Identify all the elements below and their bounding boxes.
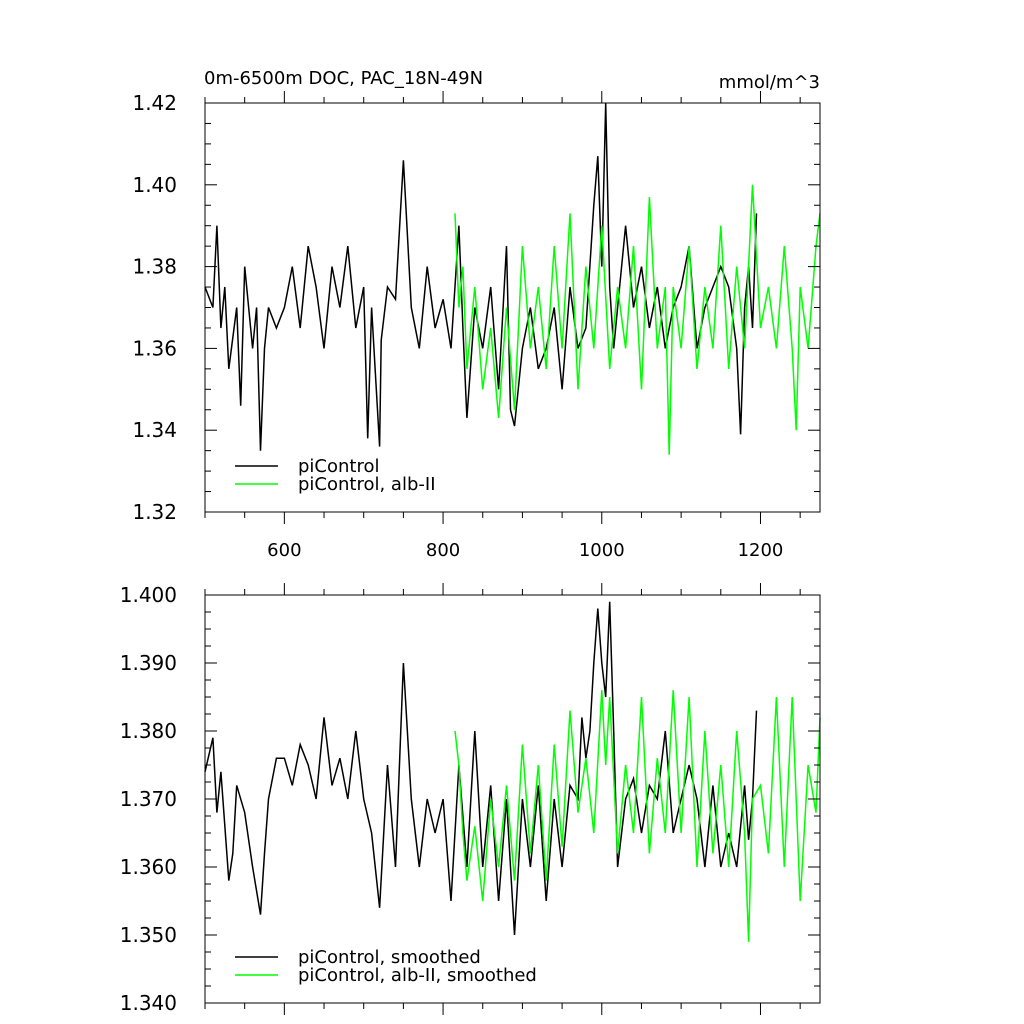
x-tick-label: 600 xyxy=(267,540,301,561)
y-tick-label: 1.370 xyxy=(120,787,177,811)
y-tick-label: 1.32 xyxy=(132,500,177,524)
x-tick-label: 800 xyxy=(426,540,460,561)
legend-label: piControl, smoothed xyxy=(298,947,481,968)
y-tick-label: 1.40 xyxy=(132,173,177,197)
units-label: mmol/m^3 xyxy=(719,72,820,93)
series-line-1-0 xyxy=(204,601,758,936)
x-tick-label: 1200 xyxy=(738,540,784,561)
legend-label: piControl xyxy=(298,456,380,477)
y-tick-label: 1.42 xyxy=(132,91,177,115)
bottom-panel: 1.340 1.350 1.360 1.370 1.380 1.390 1.400 piCon… xyxy=(120,583,821,1015)
series-line-0-1 xyxy=(454,184,821,455)
top-panel: 0m-6500m DOC, PAC_18N-49N mmol/m^3 600 80… xyxy=(132,68,821,561)
chart-title: 0m-6500m DOC, PAC_18N-49N xyxy=(204,68,483,89)
y-tick-label: 1.36 xyxy=(132,336,177,360)
y-tick-label: 1.390 xyxy=(120,651,177,675)
y-tick-label: 1.340 xyxy=(120,991,177,1015)
series-line-0-0 xyxy=(204,102,758,451)
y-tick-label: 1.38 xyxy=(132,255,177,279)
x-tick-label: 1000 xyxy=(579,540,625,561)
y-tick-label: 1.380 xyxy=(120,719,177,743)
y-tick-label: 1.400 xyxy=(120,583,177,607)
y-tick-label: 1.34 xyxy=(132,418,177,442)
legend-label: piControl, alb-II, smoothed xyxy=(298,965,537,986)
series-line-1-1 xyxy=(454,690,821,942)
legend-label: piControl, alb-II xyxy=(298,474,436,495)
plot-frame xyxy=(204,594,821,1004)
y-tick-label: 1.360 xyxy=(120,855,177,879)
y-tick-label: 1.350 xyxy=(120,923,177,947)
